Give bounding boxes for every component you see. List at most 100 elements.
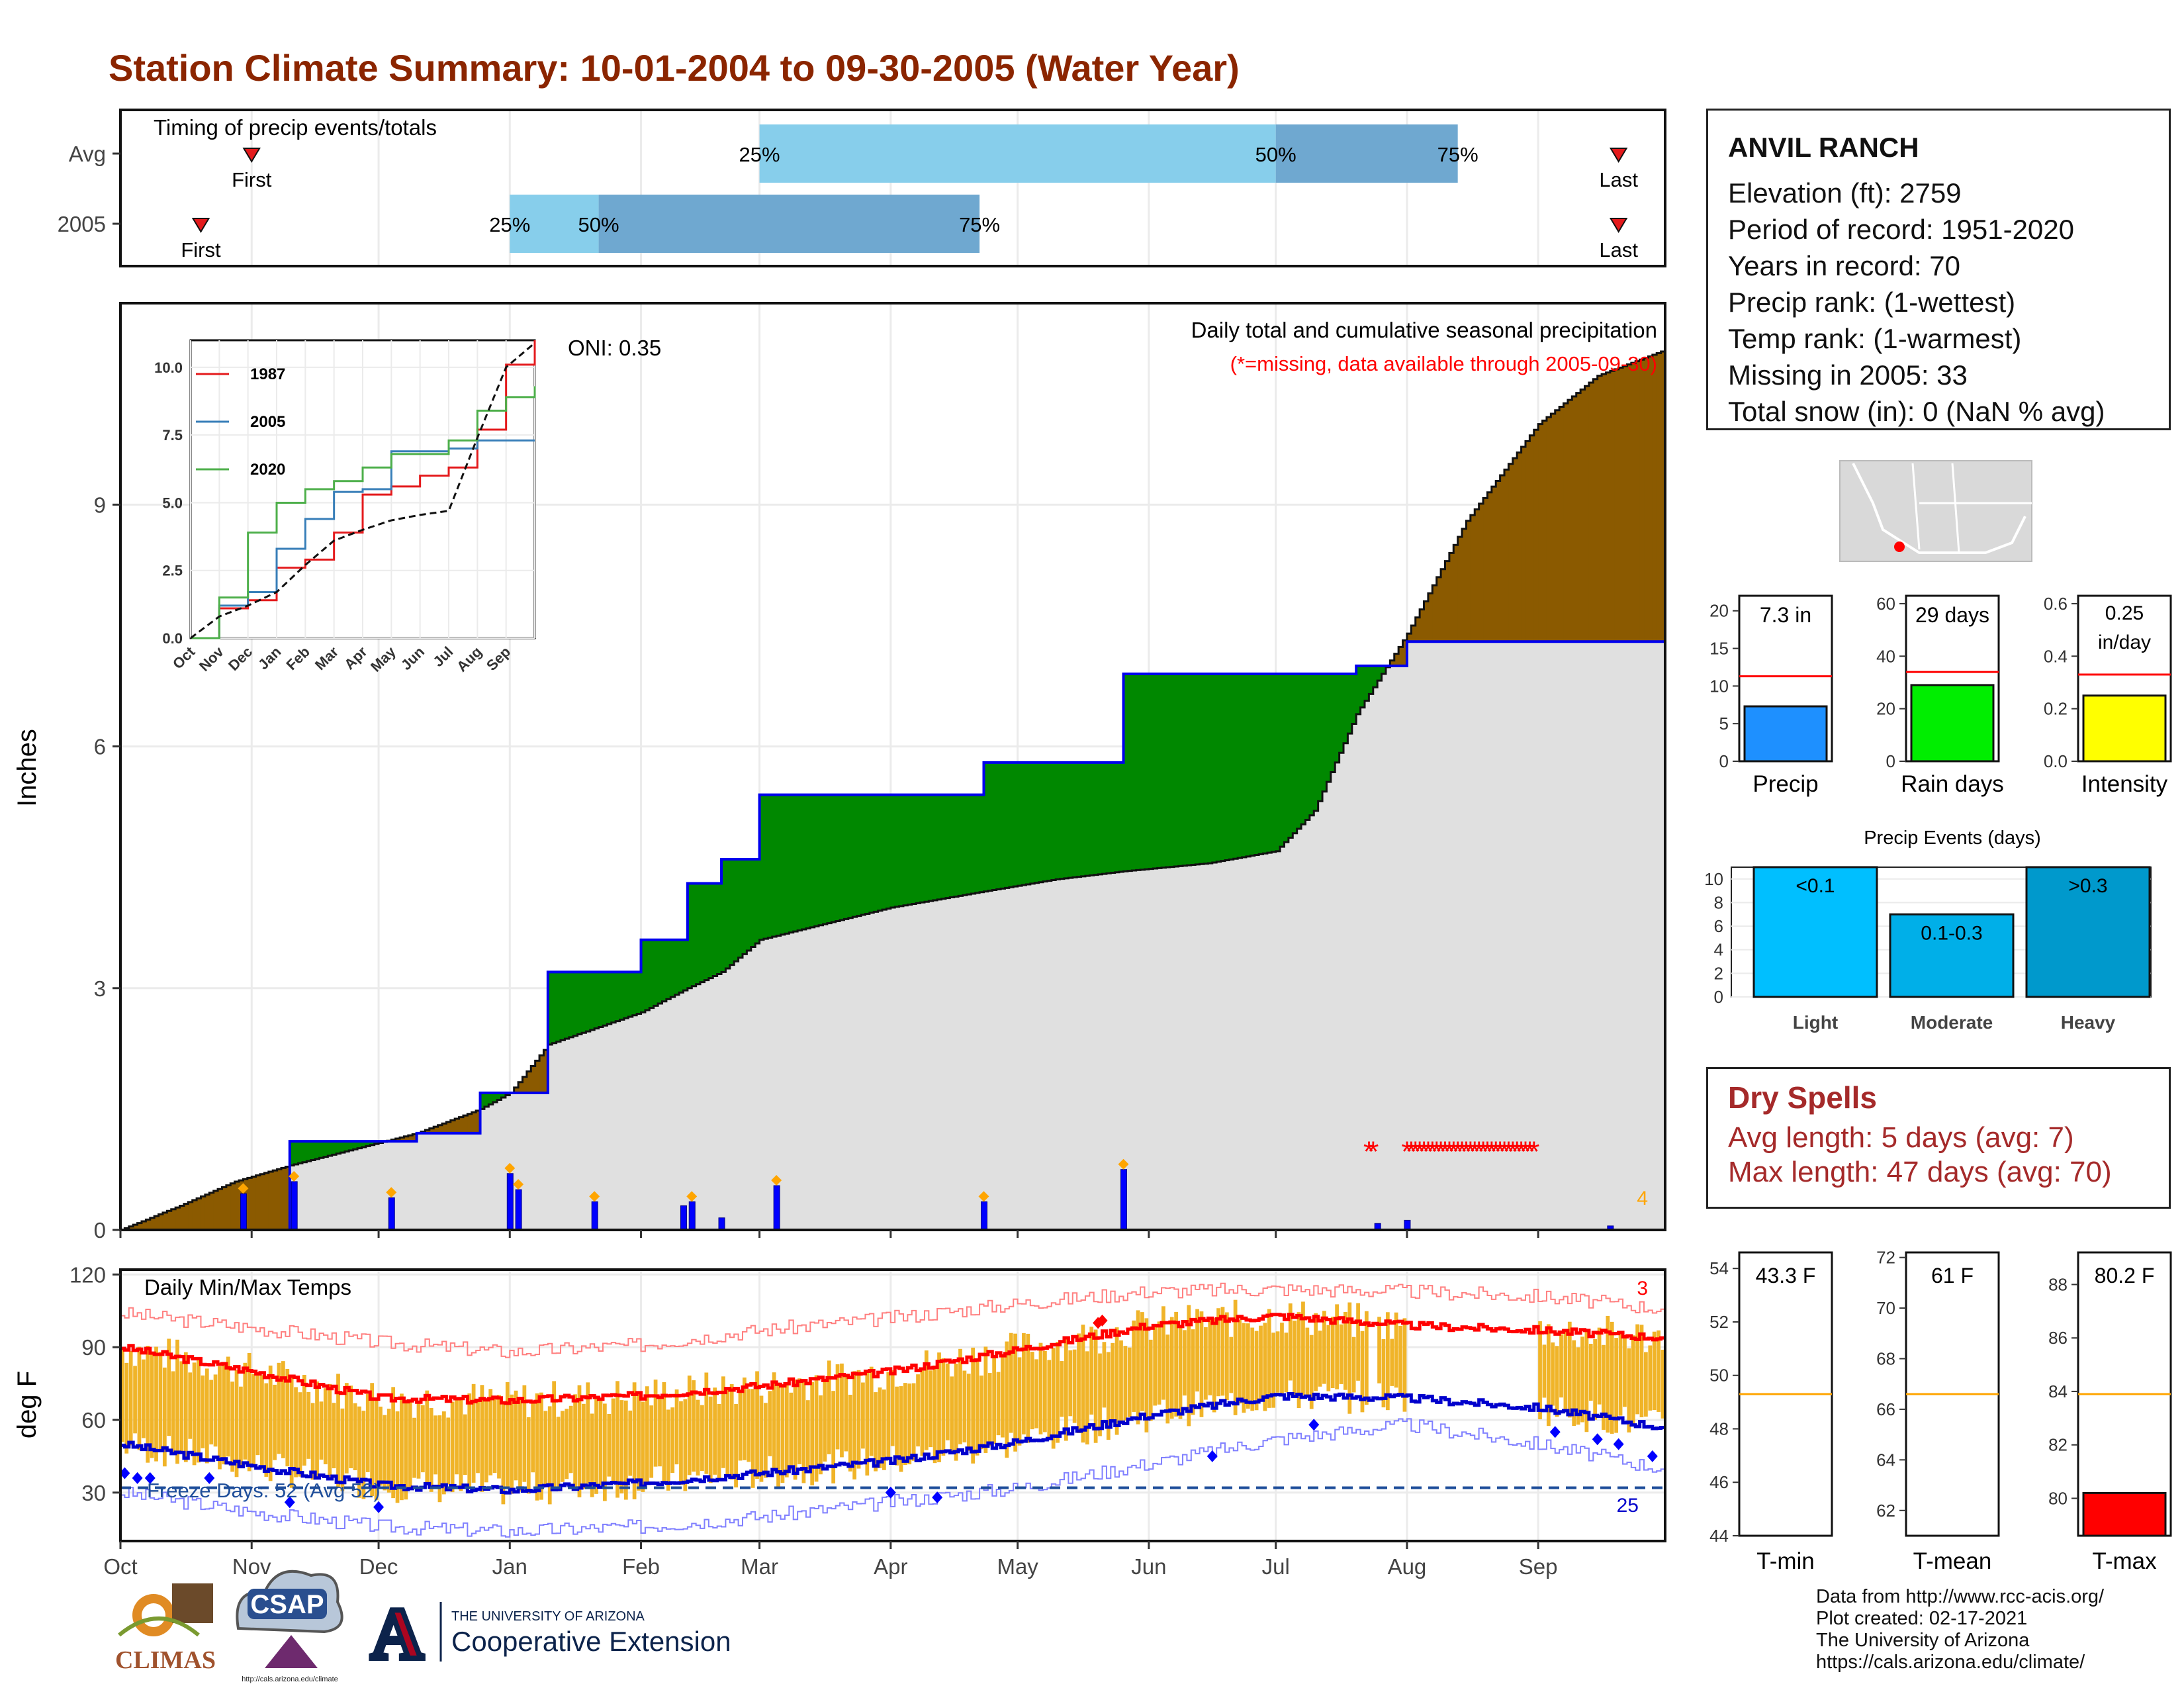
above-normal-area xyxy=(755,859,760,944)
daily-precip-bar xyxy=(980,1201,987,1231)
daily-temp-bar xyxy=(708,1396,713,1483)
precip-frame xyxy=(119,302,1666,1231)
ua-line1: THE UNIVERSITY OF ARIZONA xyxy=(451,1609,645,1624)
above-normal-area xyxy=(1271,674,1277,852)
daily-temp-bar xyxy=(1309,1335,1314,1409)
above-normal-area xyxy=(1064,762,1069,878)
temp-summary-y-tick: 86 xyxy=(2048,1328,2068,1348)
missing-marker: * xyxy=(1486,1135,1497,1168)
above-normal-area xyxy=(1254,674,1259,855)
daily-temp-bar xyxy=(827,1360,831,1454)
above-normal-area xyxy=(852,794,858,917)
above-normal-area xyxy=(835,794,841,921)
below-normal-area xyxy=(1572,396,1577,642)
below-normal-area xyxy=(1394,653,1399,666)
above-normal-area xyxy=(763,794,768,939)
daily-temp-bar xyxy=(899,1386,903,1472)
daily-temp-bar xyxy=(365,1393,370,1472)
above-normal-area xyxy=(776,794,782,936)
below-normal-area xyxy=(192,1200,197,1230)
csap-logo: CSAP http://cals.arizona.edu/climate xyxy=(236,1570,343,1683)
daily-temp-bar xyxy=(823,1382,827,1462)
daily-temp-bar xyxy=(1043,1350,1047,1432)
daily-temp-bar xyxy=(488,1389,493,1476)
daily-temp-bar xyxy=(539,1392,543,1500)
daily-temp-bar xyxy=(1305,1327,1310,1397)
below-normal-area xyxy=(1462,528,1467,642)
y-tick-label: 0 xyxy=(94,1218,106,1243)
daily-temp-bar xyxy=(353,1403,357,1471)
above-normal-area xyxy=(569,972,574,1037)
daily-temp-bar xyxy=(1127,1347,1132,1417)
daily-temp-bar xyxy=(793,1379,797,1480)
below-normal-area xyxy=(1402,640,1408,666)
daily-temp-bar xyxy=(878,1387,882,1468)
daily-temp-bar xyxy=(713,1387,717,1475)
daily-temp-bar xyxy=(886,1372,891,1461)
daily-temp-bar xyxy=(1661,1349,1665,1419)
above-normal-area xyxy=(924,794,929,902)
daily-temp-bar xyxy=(1606,1315,1610,1433)
daily-temp-bar xyxy=(162,1367,167,1467)
daily-temp-bar xyxy=(662,1382,666,1485)
station-line: Temp rank: (1-warmest) xyxy=(1728,323,2022,354)
daily-temp-bar xyxy=(979,1375,983,1450)
above-normal-area xyxy=(996,762,1001,890)
above-normal-area xyxy=(323,1141,328,1157)
above-normal-area xyxy=(1098,762,1103,874)
temp-panel: Daily Min/Max Temps Freeze Days: 52 (Avg… xyxy=(13,1262,1666,1579)
below-normal-area xyxy=(1411,625,1416,642)
month-label: Nov xyxy=(232,1554,271,1579)
daily-temp-bar xyxy=(1242,1323,1246,1413)
daily-temp-bar xyxy=(124,1362,129,1454)
summary-y-tick: 0.0 xyxy=(2044,751,2068,771)
record-low-marker xyxy=(932,1491,943,1504)
daily-temp-bar xyxy=(975,1360,979,1456)
inset-y-tick-label: 0.0 xyxy=(162,630,183,647)
below-normal-area xyxy=(179,1205,185,1230)
daily-temp-bar xyxy=(738,1392,743,1461)
above-normal-area xyxy=(1001,762,1006,889)
below-normal-area xyxy=(188,1201,193,1230)
daily-temp-bar xyxy=(255,1374,260,1456)
below-normal-area xyxy=(404,1136,409,1142)
daily-temp-bar xyxy=(328,1383,332,1479)
y-tick-label: 30 xyxy=(81,1481,106,1505)
above-normal-area xyxy=(941,794,946,899)
below-normal-area xyxy=(1610,371,1615,642)
summary-bar xyxy=(2082,694,2167,763)
daily-temp-bar xyxy=(154,1346,158,1462)
heavy-event-marker xyxy=(238,1183,249,1194)
daily-temp-bar xyxy=(1644,1352,1648,1417)
daily-temp-bar xyxy=(1280,1323,1284,1395)
below-normal-area xyxy=(171,1209,176,1230)
record-low-marker xyxy=(1206,1450,1218,1462)
daily-temp-bar xyxy=(1106,1352,1111,1440)
above-normal-area xyxy=(1224,674,1230,861)
above-normal-area xyxy=(1038,762,1044,882)
daily-temp-bar xyxy=(1013,1333,1017,1452)
daily-temp-bar xyxy=(222,1362,226,1465)
above-normal-area xyxy=(827,794,832,923)
daily-temp-bar xyxy=(950,1376,954,1452)
above-normal-area xyxy=(738,859,743,958)
daily-temp-bar xyxy=(717,1403,721,1481)
events-y-tick: 4 xyxy=(1714,940,1723,960)
daily-temp-bar xyxy=(205,1368,209,1464)
missing-marker: * xyxy=(1448,1135,1459,1168)
avg-min-line xyxy=(120,1392,1665,1495)
above-normal-area xyxy=(987,762,993,891)
daily-temp-bar xyxy=(1017,1357,1022,1446)
below-normal-area xyxy=(1457,537,1463,642)
below-normal-area xyxy=(1390,660,1395,666)
summary-bar xyxy=(1743,705,1828,763)
daily-precip-bar xyxy=(1120,1169,1128,1231)
summary-label: Rain days xyxy=(1901,771,2004,797)
ua-line2: Cooperative Extension xyxy=(451,1626,731,1657)
below-normal-area xyxy=(408,1135,413,1142)
above-normal-area xyxy=(336,1141,341,1154)
above-normal-area xyxy=(713,883,718,976)
above-normal-area xyxy=(594,972,600,1029)
daily-temp-bar xyxy=(547,1406,552,1505)
above-normal-area xyxy=(649,939,655,1008)
